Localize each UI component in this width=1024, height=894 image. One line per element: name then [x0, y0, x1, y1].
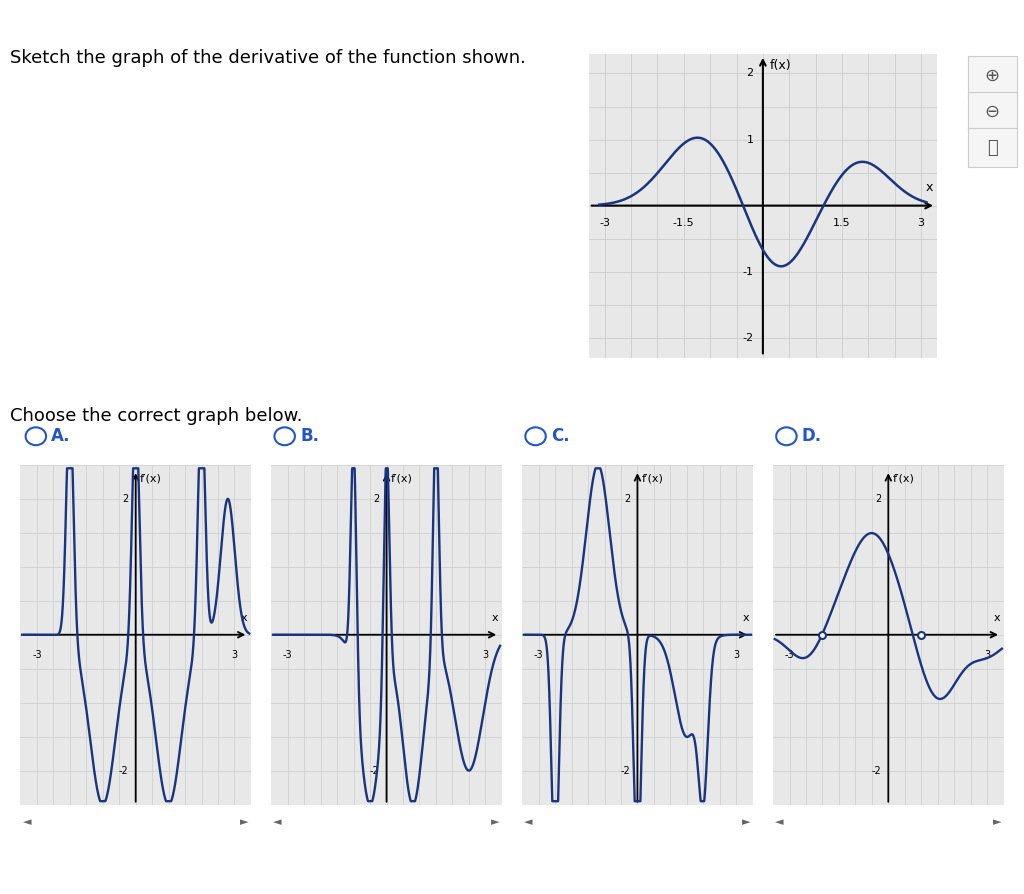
Text: -3: -3 — [534, 650, 544, 660]
Text: x: x — [492, 612, 499, 622]
Text: ⊕: ⊕ — [985, 67, 999, 85]
Text: -1: -1 — [742, 266, 754, 277]
Text: -2: -2 — [119, 765, 128, 776]
Text: ►: ► — [241, 817, 249, 828]
Text: -3: -3 — [32, 650, 42, 660]
Text: ►: ► — [993, 817, 1001, 828]
Text: f′(x): f′(x) — [641, 473, 664, 483]
Text: -1.5: -1.5 — [673, 217, 694, 227]
Text: ►: ► — [742, 817, 751, 828]
Text: x: x — [993, 612, 1000, 622]
Text: ◄: ◄ — [273, 817, 282, 828]
Text: 2: 2 — [122, 493, 128, 504]
Text: D.: D. — [802, 427, 822, 445]
Text: ⧉: ⧉ — [987, 139, 997, 156]
Text: -3: -3 — [784, 650, 795, 660]
Text: 1.5: 1.5 — [834, 217, 851, 227]
Text: f′(x): f′(x) — [892, 473, 914, 483]
Text: -2: -2 — [871, 765, 881, 776]
Text: A.: A. — [51, 427, 71, 445]
Text: -3: -3 — [283, 650, 293, 660]
Text: -2: -2 — [370, 765, 379, 776]
Text: 2: 2 — [373, 493, 379, 504]
Text: -2: -2 — [621, 765, 630, 776]
Text: B.: B. — [300, 427, 319, 445]
Text: f(x): f(x) — [769, 59, 791, 72]
Text: Sketch the graph of the derivative of the function shown.: Sketch the graph of the derivative of th… — [10, 49, 526, 67]
Text: 3: 3 — [733, 650, 739, 660]
Text: 2: 2 — [624, 493, 630, 504]
Text: x: x — [926, 181, 933, 194]
Text: Choose the correct graph below.: Choose the correct graph below. — [10, 407, 303, 425]
Text: 3: 3 — [231, 650, 238, 660]
Text: 2: 2 — [746, 69, 754, 79]
Text: ◄: ◄ — [775, 817, 783, 828]
Text: ⊖: ⊖ — [985, 103, 999, 121]
Text: ◄: ◄ — [23, 817, 31, 828]
Text: 1: 1 — [746, 134, 754, 145]
Text: 2: 2 — [874, 493, 881, 504]
Text: 3: 3 — [482, 650, 488, 660]
Text: ►: ► — [492, 817, 500, 828]
Text: x: x — [742, 612, 750, 622]
Text: C.: C. — [551, 427, 569, 445]
Text: -3: -3 — [599, 217, 610, 227]
Text: f′(x): f′(x) — [390, 473, 413, 483]
Text: 3: 3 — [918, 217, 925, 227]
Text: 3: 3 — [984, 650, 990, 660]
Text: ◄: ◄ — [524, 817, 532, 828]
Text: x: x — [241, 612, 248, 622]
Text: -2: -2 — [742, 333, 754, 342]
Text: f′(x): f′(x) — [139, 473, 162, 483]
